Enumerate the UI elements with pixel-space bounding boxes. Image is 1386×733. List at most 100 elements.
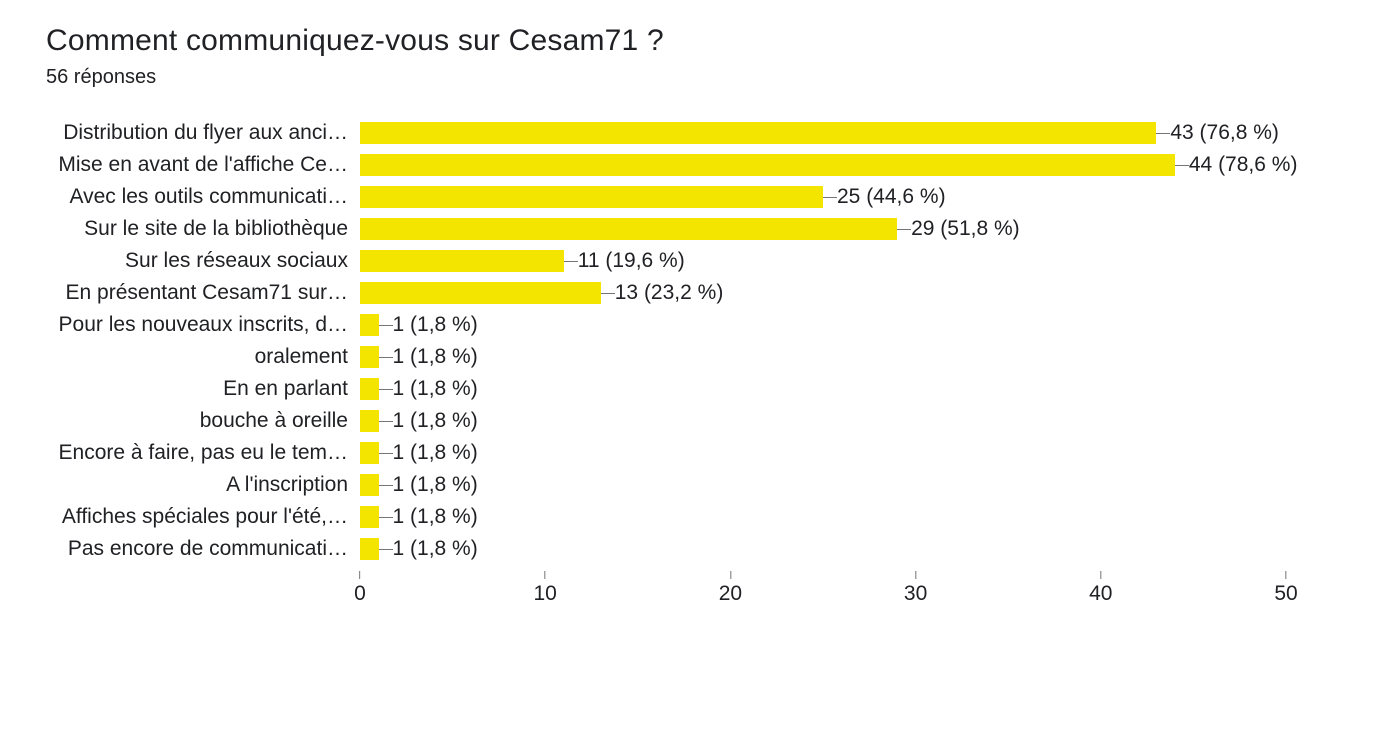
bar-area: 13 (23,2 %) [360, 277, 1286, 309]
x-tick: 30 [904, 571, 927, 606]
value-tick [379, 325, 393, 326]
bar-row: Avec les outils communicati…25 (44,6 %) [360, 181, 1286, 213]
x-tick-label: 20 [719, 582, 742, 606]
bar-row: Sur le site de la bibliothèque29 (51,8 %… [360, 213, 1286, 245]
value-tick [1156, 133, 1170, 134]
x-tick-mark [545, 571, 546, 579]
bar-area: 1 (1,8 %) [360, 501, 1286, 533]
bar-area: 11 (19,6 %) [360, 245, 1286, 277]
category-label: Encore à faire, pas eu le tem… [40, 441, 354, 465]
bar-area: 43 (76,8 %) [360, 117, 1286, 149]
value-label: 1 (1,8 %) [393, 313, 478, 337]
value-label: 25 (44,6 %) [837, 185, 946, 209]
chart-subtitle: 56 réponses [46, 66, 1346, 89]
x-tick-mark [1100, 571, 1101, 579]
bar [360, 346, 379, 368]
bar [360, 378, 379, 400]
value-label: 1 (1,8 %) [393, 537, 478, 561]
value-tick [379, 485, 393, 486]
value-label: 44 (78,6 %) [1189, 153, 1298, 177]
x-tick-mark [730, 571, 731, 579]
value-label: 1 (1,8 %) [393, 473, 478, 497]
category-label: bouche à oreille [40, 409, 354, 433]
bar [360, 154, 1175, 176]
bar-row: oralement1 (1,8 %) [360, 341, 1286, 373]
category-label: Pas encore de communicati… [40, 537, 354, 561]
bar-row: Sur les réseaux sociaux11 (19,6 %) [360, 245, 1286, 277]
bar-area: 1 (1,8 %) [360, 469, 1286, 501]
category-label: A l'inscription [40, 473, 354, 497]
bar [360, 538, 379, 560]
bar-row: Encore à faire, pas eu le tem…1 (1,8 %) [360, 437, 1286, 469]
category-label: Sur les réseaux sociaux [40, 249, 354, 273]
bar-area: 29 (51,8 %) [360, 213, 1286, 245]
value-label: 13 (23,2 %) [615, 281, 724, 305]
x-tick: 40 [1089, 571, 1112, 606]
bar-area: 1 (1,8 %) [360, 533, 1286, 565]
value-tick [379, 357, 393, 358]
x-tick: 10 [534, 571, 557, 606]
value-tick [897, 229, 911, 230]
value-label: 1 (1,8 %) [393, 505, 478, 529]
value-label: 43 (76,8 %) [1170, 121, 1279, 145]
value-label: 29 (51,8 %) [911, 217, 1020, 241]
x-tick-label: 30 [904, 582, 927, 606]
bar-area: 1 (1,8 %) [360, 341, 1286, 373]
category-label: Sur le site de la bibliothèque [40, 217, 354, 241]
value-label: 1 (1,8 %) [393, 345, 478, 369]
value-tick [564, 261, 578, 262]
x-tick: 20 [719, 571, 742, 606]
category-label: Avec les outils communicati… [40, 185, 354, 209]
bar-row: Distribution du flyer aux anci…43 (76,8 … [360, 117, 1286, 149]
x-tick-label: 40 [1089, 582, 1112, 606]
bar-area: 1 (1,8 %) [360, 373, 1286, 405]
bar-row: Affiches spéciales pour l'été,…1 (1,8 %) [360, 501, 1286, 533]
x-axis: 0 10 20 30 40 50 [40, 571, 1346, 611]
x-tick-mark [915, 571, 916, 579]
bar [360, 250, 564, 272]
category-label: Pour les nouveaux inscrits, d… [40, 313, 354, 337]
category-label: Distribution du flyer aux anci… [40, 121, 354, 145]
x-tick-mark [1285, 571, 1286, 579]
category-label: Mise en avant de l'affiche Ce… [40, 153, 354, 177]
x-tick-mark [360, 571, 361, 579]
value-tick [601, 293, 615, 294]
value-label: 1 (1,8 %) [393, 377, 478, 401]
bar-row: A l'inscription1 (1,8 %) [360, 469, 1286, 501]
value-label: 1 (1,8 %) [393, 441, 478, 465]
value-tick [379, 389, 393, 390]
value-label: 11 (19,6 %) [578, 249, 685, 273]
bar [360, 410, 379, 432]
bar [360, 282, 601, 304]
bar [360, 442, 379, 464]
bar-area: 1 (1,8 %) [360, 405, 1286, 437]
bar-area: 1 (1,8 %) [360, 437, 1286, 469]
x-tick: 50 [1274, 571, 1297, 606]
bar-row: bouche à oreille1 (1,8 %) [360, 405, 1286, 437]
bar [360, 314, 379, 336]
bar [360, 218, 897, 240]
x-tick-label: 10 [534, 582, 557, 606]
bar [360, 122, 1156, 144]
bar-row: Mise en avant de l'affiche Ce…44 (78,6 %… [360, 149, 1286, 181]
bar-area: 44 (78,6 %) [360, 149, 1286, 181]
value-tick [1175, 165, 1189, 166]
bar [360, 186, 823, 208]
bar-chart: Distribution du flyer aux anci… 43 (76,8 … [40, 117, 1346, 565]
x-tick: 0 [354, 571, 366, 606]
category-label: En en parlant [40, 377, 354, 401]
bar-row: En présentant Cesam71 sur…13 (23,2 %) [360, 277, 1286, 309]
x-tick-label: 50 [1274, 582, 1297, 606]
category-label: En présentant Cesam71 sur… [40, 281, 354, 305]
chart-title: Comment communiquez-vous sur Cesam71 ? [46, 24, 1346, 58]
bar-row: Pour les nouveaux inscrits, d…1 (1,8 %) [360, 309, 1286, 341]
bar-row: Pas encore de communicati…1 (1,8 %) [360, 533, 1286, 565]
bar-area: 1 (1,8 %) [360, 309, 1286, 341]
bar [360, 474, 379, 496]
value-tick [379, 421, 393, 422]
category-label: Affiches spéciales pour l'été,… [40, 505, 354, 529]
value-tick [379, 517, 393, 518]
category-label: oralement [40, 345, 354, 369]
value-tick [379, 549, 393, 550]
bar-row: En en parlant1 (1,8 %) [360, 373, 1286, 405]
